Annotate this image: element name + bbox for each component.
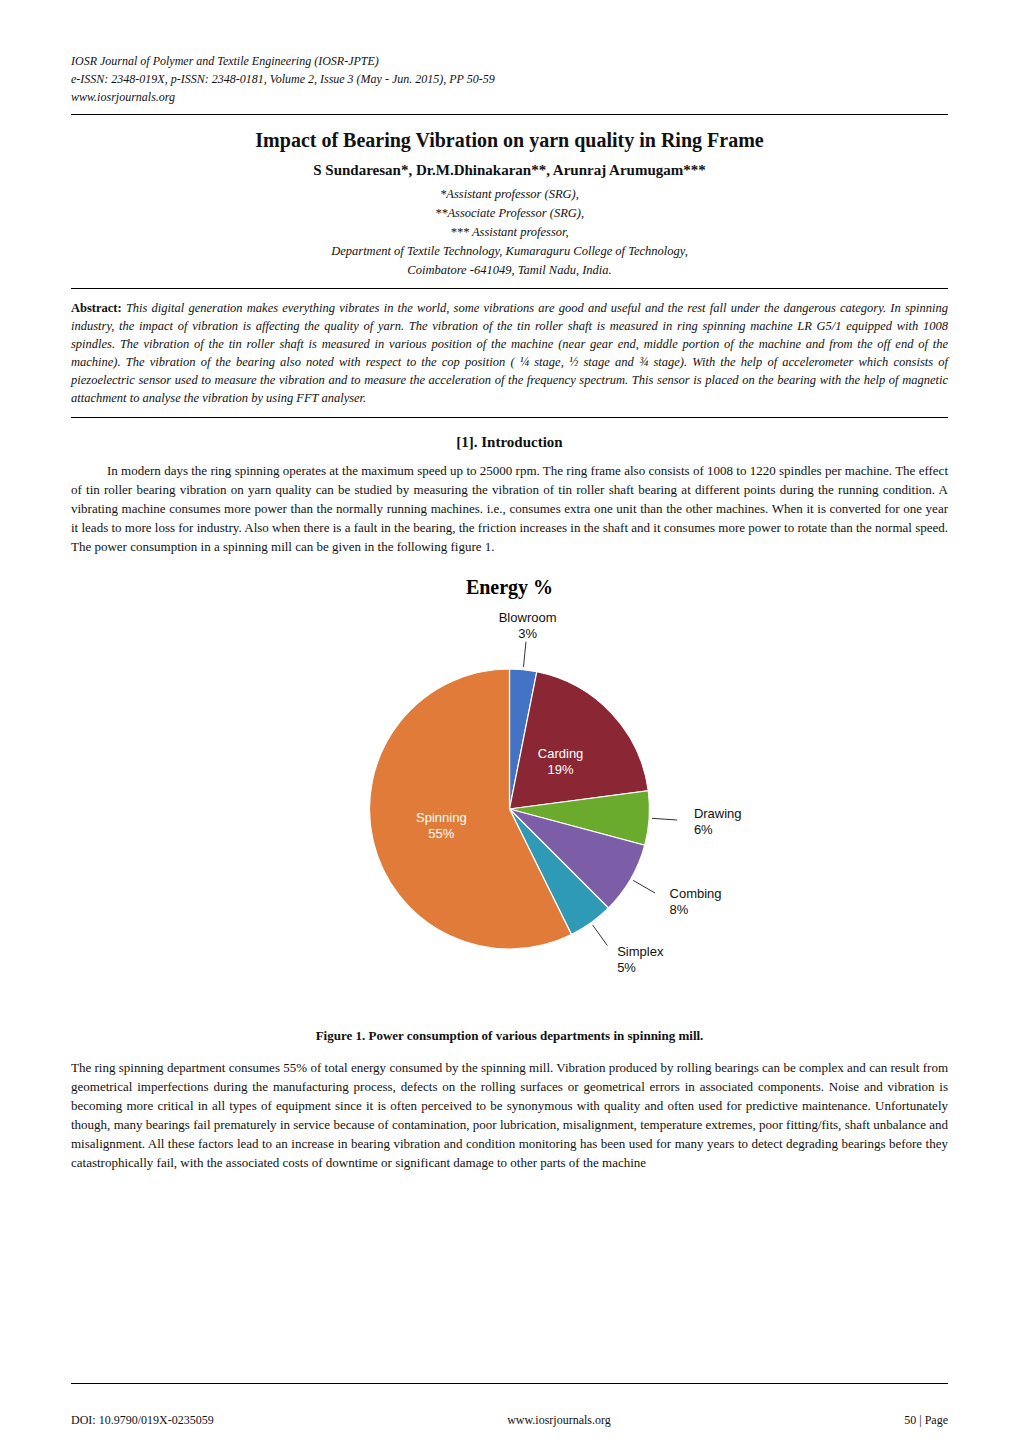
main-title: Impact of Bearing Vibration on yarn qual… [71, 129, 948, 152]
slice-category: Blowroom [499, 610, 557, 625]
footer-page: 50 | Page [904, 1413, 948, 1428]
authors: S Sundaresan*, Dr.M.Dhinakaran**, Arunra… [71, 162, 948, 179]
slice-value: 19% [548, 762, 574, 777]
slice-category: Spinning [416, 810, 467, 825]
slice-label: Blowroom3% [499, 610, 557, 641]
slice-category: Carding [538, 746, 584, 761]
slice-value: 6% [694, 822, 713, 837]
slice-label: Combing8% [670, 886, 722, 917]
rule [71, 288, 948, 289]
header-line: IOSR Journal of Polymer and Textile Engi… [71, 52, 948, 70]
abstract-text: This digital generation makes everything… [71, 301, 948, 405]
pie-chart: Energy % Blowroom3% Carding19% Drawing6% Com… [71, 564, 948, 1024]
author-note: Coimbatore -641049, Tamil Nadu, India. [71, 261, 948, 280]
author-note: *** Assistant professor, [71, 223, 948, 242]
slice-value: 3% [518, 626, 537, 641]
rule [71, 417, 948, 418]
slice [510, 672, 649, 809]
intro-text: In modern days the ring spinning operate… [71, 461, 948, 556]
author-note: **Associate Professor (SRG), [71, 204, 948, 223]
author-note: *Assistant professor (SRG), [71, 185, 948, 204]
slice [370, 669, 572, 949]
slice-category: Simplex [617, 944, 664, 959]
slice-label: Spinning55% [416, 810, 467, 841]
slice-label: Simplex5% [617, 944, 664, 975]
slice-category: Drawing [694, 806, 742, 821]
header-line: e-ISSN: 2348-019X, p-ISSN: 2348-0181, Vo… [71, 70, 948, 88]
leader-line [633, 880, 655, 893]
leader-line [523, 642, 525, 667]
page: IOSR Journal of Polymer and Textile Engi… [0, 0, 1019, 1442]
labels: Blowroom3%Carding19%Drawing6%Combing8%Si… [416, 610, 742, 975]
header-line: www.iosrjournals.org [71, 88, 948, 106]
leader-line [652, 818, 677, 820]
slice-value: 5% [617, 960, 636, 975]
slice-value: 8% [670, 902, 689, 917]
slice-category: Combing [670, 886, 722, 901]
chart-title: Energy % [466, 576, 553, 599]
footer-doi: DOI: 10.9790/019X-0235059 [71, 1413, 214, 1428]
post-figure-text: The ring spinning department consumes 55… [71, 1058, 948, 1172]
slice-label: Drawing6% [694, 806, 742, 837]
rule [71, 114, 948, 115]
footer: DOI: 10.9790/019X-0235059 www.iosrjournal… [71, 1413, 948, 1428]
figure-caption: Figure 1. Power consumption of various d… [71, 1028, 948, 1044]
slices [370, 669, 650, 949]
author-note: Department of Textile Technology, Kumara… [71, 242, 948, 261]
footer-url: www.iosrjournals.org [507, 1413, 611, 1428]
slice-label: Carding19% [538, 746, 584, 777]
section-title: [1]. Introduction [71, 434, 948, 451]
abstract: Abstract: This digital generation makes … [71, 299, 948, 407]
abstract-label: Abstract: [71, 301, 122, 315]
leader-line [593, 925, 608, 945]
slice-value: 55% [428, 826, 454, 841]
footer-rule [71, 1383, 948, 1384]
